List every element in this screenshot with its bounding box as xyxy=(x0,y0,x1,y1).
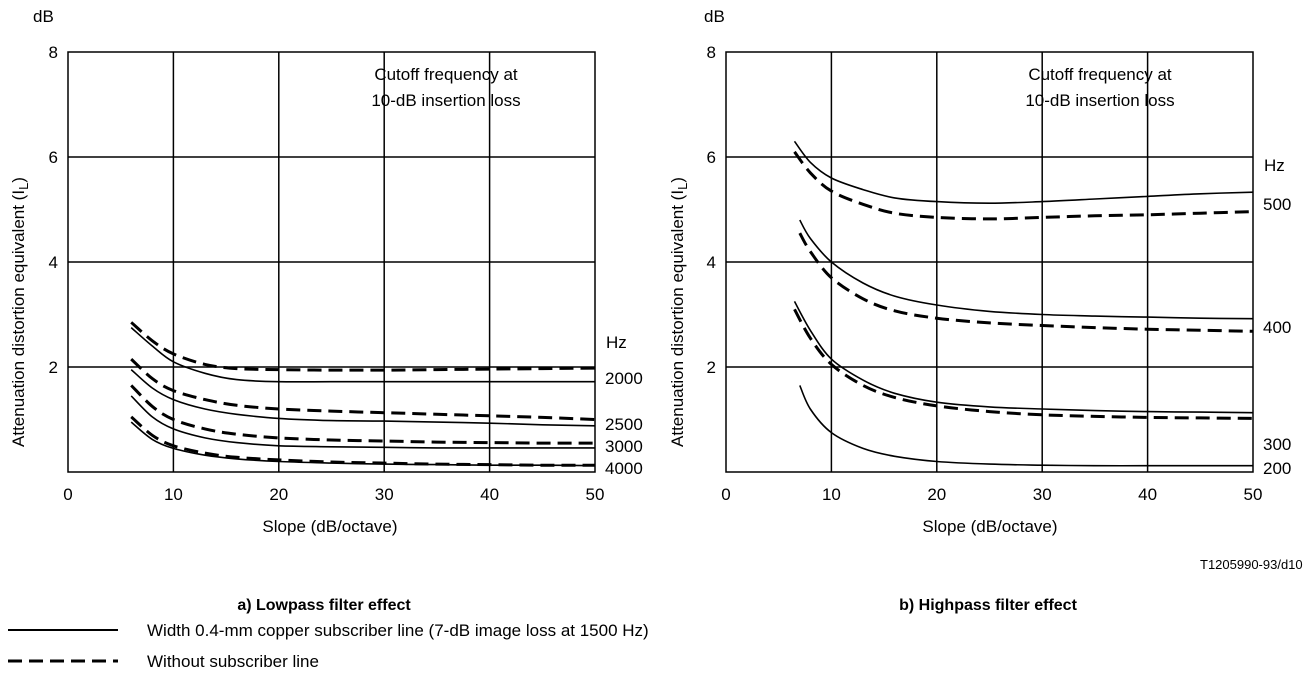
figure-reference: T1205990-93/d10 xyxy=(1200,557,1303,572)
lowpass-x-tick-label: 10 xyxy=(164,485,183,504)
highpass-y-tick-label: 6 xyxy=(707,148,716,167)
highpass-y-axis-label-close: ) xyxy=(668,177,687,183)
highpass-x-axis-label: Slope (dB/octave) xyxy=(922,517,1057,536)
highpass-series-300-dashed xyxy=(793,308,1254,420)
highpass-y-axis-label: Attenuation distortion equivalent (IL) xyxy=(668,177,690,447)
lowpass-series-2000-dashed xyxy=(130,321,596,372)
lowpass-annotation-line-2: 10-dB insertion loss xyxy=(371,91,520,110)
chart-panel-highpass: 0 10 20 30 40 50 2 4 6 8 dB Slope (dB/octave) Attenu… xyxy=(668,7,1291,614)
lowpass-x-axis-label: Slope (dB/octave) xyxy=(262,517,397,536)
lowpass-y-unit: dB xyxy=(33,7,54,26)
highpass-x-tick-label: 20 xyxy=(927,485,946,504)
highpass-x-tick-label: 0 xyxy=(721,485,730,504)
lowpass-series-label-4000: 4000 xyxy=(605,459,643,478)
lowpass-series-3000-dashed xyxy=(130,384,596,445)
highpass-annotation-line-2: 10-dB insertion loss xyxy=(1025,91,1174,110)
lowpass-y-axis-label: Attenuation distortion equivalent (IL) xyxy=(9,177,31,447)
highpass-y-axis-label-main: Attenuation distortion equivalent (I xyxy=(668,190,687,447)
lowpass-series-3000-solid xyxy=(130,395,595,449)
highpass-y-axis-label-sub: L xyxy=(675,183,690,190)
highpass-x-tick-label: 50 xyxy=(1244,485,1263,504)
lowpass-series-2500-solid xyxy=(130,368,596,427)
lowpass-y-axis-label-close: ) xyxy=(9,177,28,183)
lowpass-series-4000-solid xyxy=(130,421,596,467)
lowpass-y-tick-label: 6 xyxy=(49,148,58,167)
lowpass-y-tick-label: 2 xyxy=(49,358,58,377)
lowpass-y-tick-label: 4 xyxy=(49,253,58,272)
highpass-series-200-solid xyxy=(799,385,1253,467)
highpass-series-label-500: 500 xyxy=(1263,195,1291,214)
lowpass-x-tick-label: 0 xyxy=(63,485,72,504)
highpass-series-500-solid xyxy=(793,140,1254,205)
lowpass-series-2000-solid xyxy=(130,326,595,383)
lowpass-series-2500-dashed xyxy=(130,357,596,421)
lowpass-annotation-line-1: Cutoff frequency at xyxy=(374,65,518,84)
highpass-x-tick-label: 10 xyxy=(822,485,841,504)
lowpass-x-tick-label: 50 xyxy=(586,485,605,504)
highpass-y-tick-label: 2 xyxy=(707,358,716,377)
highpass-hz-header: Hz xyxy=(1264,156,1285,175)
highpass-series-label-200: 200 xyxy=(1263,459,1291,478)
legend-solid-label: Width 0.4-mm copper subscriber line (7-d… xyxy=(147,621,649,640)
highpass-series-300-solid xyxy=(793,301,1254,414)
lowpass-caption: a) Lowpass filter effect xyxy=(237,597,411,614)
lowpass-series-label-2500: 2500 xyxy=(605,415,643,434)
highpass-caption: b) Highpass filter effect xyxy=(899,597,1077,614)
highpass-series-400-dashed xyxy=(798,232,1254,333)
legend: Width 0.4-mm copper subscriber line (7-d… xyxy=(8,621,649,671)
lowpass-x-tick-label: 20 xyxy=(269,485,288,504)
chart-panel-lowpass: 0 10 20 30 40 50 2 4 6 8 dB Slope (dB/octave) Attenu… xyxy=(9,7,643,614)
highpass-annotation-line-1: Cutoff frequency at xyxy=(1028,65,1172,84)
lowpass-y-axis-label-main: Attenuation distortion equivalent (I xyxy=(9,190,28,447)
highpass-x-tick-label: 40 xyxy=(1138,485,1157,504)
highpass-series-label-300: 300 xyxy=(1263,435,1291,454)
highpass-y-unit: dB xyxy=(704,7,725,26)
highpass-series-400-solid xyxy=(799,219,1254,320)
lowpass-x-tick-label: 30 xyxy=(375,485,394,504)
lowpass-series-label-2000: 2000 xyxy=(605,369,643,388)
lowpass-series-label-3000: 3000 xyxy=(605,437,643,456)
highpass-y-tick-label: 8 xyxy=(707,43,716,62)
lowpass-y-tick-label: 8 xyxy=(49,43,58,62)
lowpass-y-axis-label-sub: L xyxy=(16,183,31,190)
highpass-y-tick-label: 4 xyxy=(707,253,716,272)
lowpass-series-4000-dashed xyxy=(130,415,596,467)
highpass-series-500-dashed xyxy=(793,150,1254,221)
highpass-x-tick-label: 30 xyxy=(1033,485,1052,504)
highpass-series-label-400: 400 xyxy=(1263,318,1291,337)
legend-dashed-label: Without subscriber line xyxy=(147,652,319,671)
lowpass-hz-header: Hz xyxy=(606,333,627,352)
lowpass-x-tick-label: 40 xyxy=(480,485,499,504)
